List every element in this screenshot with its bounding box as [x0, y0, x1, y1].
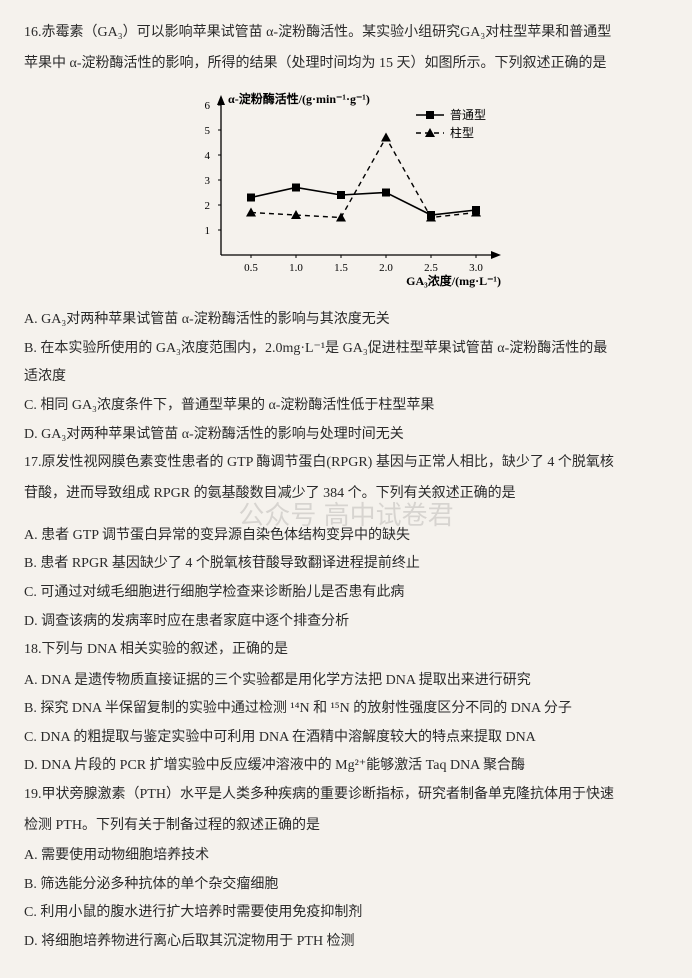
q18-choice-b: B. 探究 DNA 半保留复制的实验中通过检测 ¹⁴N 和 ¹⁵N 的放射性强度… — [24, 696, 668, 723]
q16-choice-a: A. GA₃对两种苹果试管苗 α-淀粉酶活性的影响与其浓度无关 — [24, 307, 668, 334]
xtick-2: 1.5 — [334, 262, 348, 274]
line-chart-svg: 1 2 3 4 5 6 0.5 1.0 1.5 2.0 2.5 3.0 α-淀粉… — [166, 85, 526, 295]
q16-choice-c: C. 相同 GA₃浓度条件下，普通型苹果的 α-淀粉酶活性低于柱型苹果 — [24, 393, 668, 420]
q16-stem-text1: 赤霉素（GA₃）可以影响苹果试管苗 α-淀粉酶活性。某实验小组研究GA₃对柱型苹… — [42, 25, 612, 40]
series-normal-line — [251, 188, 476, 216]
q18-stem-text: 下列与 DNA 相关实验的叙述，正确的是 — [42, 642, 289, 657]
q16-choice-d: D. GA₃对两种苹果试管苗 α-淀粉酶活性的影响与处理时间无关 — [24, 422, 668, 449]
y-axis-label: α-淀粉酶活性/(g·min⁻¹·g⁻¹) — [228, 91, 370, 106]
q19-number: 19. — [24, 787, 42, 802]
q16-stem-line1: 16.赤霉素（GA₃）可以影响苹果试管苗 α-淀粉酶活性。某实验小组研究GA₃对… — [24, 20, 668, 47]
q17-stem-line2: 苷酸，进而导致组成 RPGR 的氨基酸数目减少了 384 个。下列有关叙述正确的… — [24, 481, 668, 508]
xtick-5: 3.0 — [469, 262, 483, 274]
ytick-1: 1 — [205, 225, 211, 237]
q17-choice-d: D. 调查该病的发病率时应在患者家庭中逐个排查分析 — [24, 609, 668, 636]
ytick-4: 4 — [205, 150, 211, 162]
q19-choice-d: D. 将细胞培养物进行离心后取其沉淀物用于 PTH 检测 — [24, 929, 668, 956]
xtick-4: 2.5 — [424, 262, 438, 274]
ytick-6: 6 — [205, 100, 211, 112]
q16-stem-line2: 苹果中 α-淀粉酶活性的影响，所得的结果（处理时间均为 15 天）如图所示。下列… — [24, 51, 668, 78]
q17-stem-line1: 17.原发性视网膜色素变性患者的 GTP 酶调节蛋白(RPGR) 基因与正常人相… — [24, 450, 668, 477]
q17-choice-c: C. 可通过对绒毛细胞进行细胞学检查来诊断胎儿是否患有此病 — [24, 580, 668, 607]
q19-stem-line2: 检测 PTH。下列有关于制备过程的叙述正确的是 — [24, 813, 668, 840]
xtick-1: 1.0 — [289, 262, 303, 274]
legend-pillar: 柱型 — [450, 125, 474, 140]
series-pillar-line — [251, 138, 476, 218]
q18-choice-c: C. DNA 的粗提取与鉴定实验中可利用 DNA 在酒精中溶解度较大的特点来提取… — [24, 725, 668, 752]
q18-stem: 18.下列与 DNA 相关实验的叙述，正确的是 — [24, 637, 668, 664]
legend-normal: 普通型 — [450, 108, 486, 122]
q17-choice-a: A. 患者 GTP 调节蛋白异常的变异源自染色体结构变异中的缺失 — [24, 523, 668, 550]
q16-chart: 1 2 3 4 5 6 0.5 1.0 1.5 2.0 2.5 3.0 α-淀粉… — [24, 85, 668, 295]
q19-stem-line1: 19.甲状旁腺激素（PTH）水平是人类多种疾病的重要诊断指标，研究者制备单克隆抗… — [24, 782, 668, 809]
q16-number: 16. — [24, 25, 42, 40]
q16-choice-b-line2: 适浓度 — [24, 364, 668, 391]
q18-number: 18. — [24, 642, 42, 657]
q19-choice-a: A. 需要使用动物细胞培养技术 — [24, 843, 668, 870]
q17-stem-text1: 原发性视网膜色素变性患者的 GTP 酶调节蛋白(RPGR) 基因与正常人相比，缺… — [42, 455, 614, 470]
ytick-5: 5 — [205, 125, 211, 137]
xtick-0: 0.5 — [244, 262, 258, 274]
q19-stem-text1: 甲状旁腺激素（PTH）水平是人类多种疾病的重要诊断指标，研究者制备单克隆抗体用于… — [42, 787, 614, 802]
q19-choice-b: B. 筛选能分泌多种抗体的单个杂交瘤细胞 — [24, 872, 668, 899]
ytick-3: 3 — [205, 175, 211, 187]
ytick-2: 2 — [205, 200, 211, 212]
q16-choice-b-line1: B. 在本实验所使用的 GA₃浓度范围内，2.0mg·L⁻¹是 GA₃促进柱型苹… — [24, 336, 668, 363]
q17-number: 17. — [24, 455, 42, 470]
q18-choice-a: A. DNA 是遗传物质直接证据的三个实验都是用化学方法把 DNA 提取出来进行… — [24, 668, 668, 695]
xtick-3: 2.0 — [379, 262, 393, 274]
chart-legend: 普通型 柱型 — [416, 108, 486, 140]
q18-choice-d: D. DNA 片段的 PCR 扩增实验中反应缓冲溶液中的 Mg²⁺能够激活 Ta… — [24, 753, 668, 780]
q19-choice-c: C. 利用小鼠的腹水进行扩大培养时需要使用免疫抑制剂 — [24, 900, 668, 927]
q17-choice-b: B. 患者 RPGR 基因缺少了 4 个脱氧核苷酸导致翻译进程提前终止 — [24, 551, 668, 578]
x-axis-label: GA₃浓度/(mg·L⁻¹) — [406, 273, 501, 288]
